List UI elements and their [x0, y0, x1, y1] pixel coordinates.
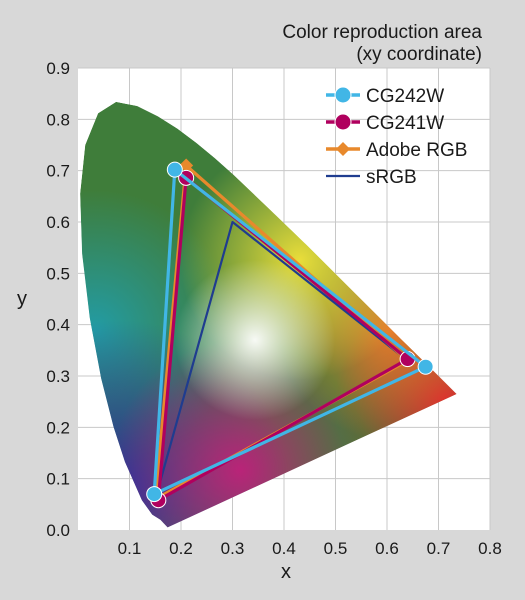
series-cg242w	[146, 161, 434, 503]
legend-item: CG242W	[326, 86, 444, 107]
data-point	[334, 86, 352, 104]
y-axis-label: y	[17, 288, 27, 310]
legend: CG242W CG241W Adobe RGB sRGB	[326, 86, 467, 188]
data-point	[334, 113, 352, 131]
x-tick-label: 0.4	[272, 539, 296, 558]
x-tick-label: 0.6	[375, 539, 399, 558]
data-point	[166, 161, 183, 178]
series-triangle	[152, 168, 428, 496]
y-tick-label: 0.2	[46, 418, 70, 437]
series-layer	[146, 158, 434, 509]
chart-title-line-1: Color reproduction area	[282, 22, 482, 43]
y-tick-label: 0.9	[46, 59, 70, 78]
y-tick-labels: 0.0 0.1 0.2 0.3 0.4 0.5 0.6 0.7 0.8 0.9	[46, 59, 70, 540]
legend-label: Adobe RGB	[366, 140, 467, 161]
legend-label: sRGB	[366, 167, 417, 188]
legend-label: CG241W	[366, 113, 444, 134]
x-tick-label: 0.5	[324, 539, 348, 558]
y-tick-label: 0.6	[46, 213, 70, 232]
x-tick-labels: 0.1 0.2 0.3 0.4 0.5 0.6 0.7 0.8	[118, 539, 502, 558]
x-axis-label: x	[281, 561, 291, 583]
data-point	[417, 358, 434, 375]
x-tick-label: 0.1	[118, 539, 142, 558]
y-tick-label: 0.8	[46, 110, 70, 129]
y-tick-label: 0.5	[46, 264, 70, 283]
chart-title-line-2: (xy coordinate)	[356, 44, 482, 65]
x-tick-label: 0.3	[221, 539, 245, 558]
legend-item: sRGB	[326, 167, 417, 188]
x-tick-label: 0.7	[427, 539, 451, 558]
legend-item: Adobe RGB	[326, 140, 467, 161]
x-tick-label: 0.2	[169, 539, 193, 558]
y-tick-label: 0.1	[46, 470, 70, 489]
legend-label: CG242W	[366, 86, 444, 107]
data-point	[336, 142, 350, 156]
y-tick-label: 0.0	[46, 521, 70, 540]
series-triangle	[156, 176, 410, 502]
y-tick-label: 0.4	[46, 316, 70, 335]
x-tick-label: 0.8	[478, 539, 502, 558]
y-tick-label: 0.7	[46, 162, 70, 181]
legend-item: CG241W	[326, 113, 444, 134]
y-tick-label: 0.3	[46, 367, 70, 386]
data-point	[146, 486, 163, 503]
